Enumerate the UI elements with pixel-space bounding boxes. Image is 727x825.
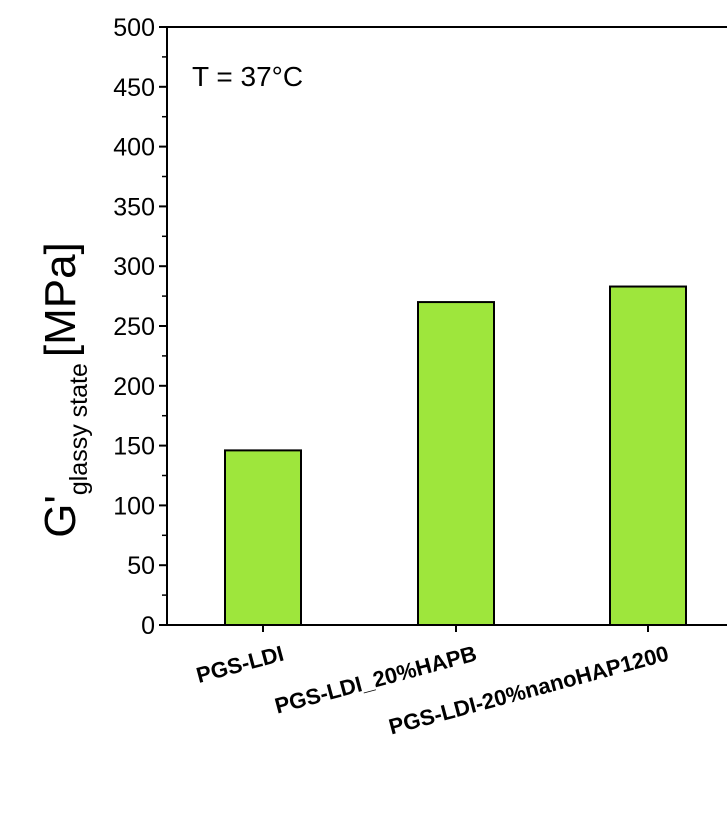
y-tick-label: 200 — [113, 373, 155, 401]
y-tick-label: 400 — [113, 134, 155, 162]
y-axis-title-subscript: glassy state — [65, 363, 93, 495]
y-axis-title: G'glassy state [MPa] — [36, 242, 93, 538]
y-axis-title-main: G' — [36, 495, 85, 538]
bar-2 — [417, 301, 495, 626]
y-tick-label: 350 — [113, 193, 155, 221]
x-category-label: PGS-LDI — [194, 641, 287, 688]
plot-area: 050100150200250300350400450500PGS-LDIPGS… — [113, 14, 687, 740]
bar-3 — [609, 285, 687, 626]
y-tick-label: 50 — [127, 552, 155, 580]
bar-1 — [224, 449, 302, 626]
y-tick-label: 0 — [141, 612, 155, 640]
y-tick-label: 500 — [113, 14, 155, 42]
y-tick-label: 300 — [113, 253, 155, 281]
temperature-annotation: T = 37°C — [192, 61, 303, 92]
y-axis-title-unit: [MPa] — [36, 242, 85, 357]
y-tick-label: 100 — [113, 492, 155, 520]
y-tick-label: 450 — [113, 74, 155, 102]
y-tick-label: 250 — [113, 313, 155, 341]
y-tick-label: 150 — [113, 433, 155, 461]
